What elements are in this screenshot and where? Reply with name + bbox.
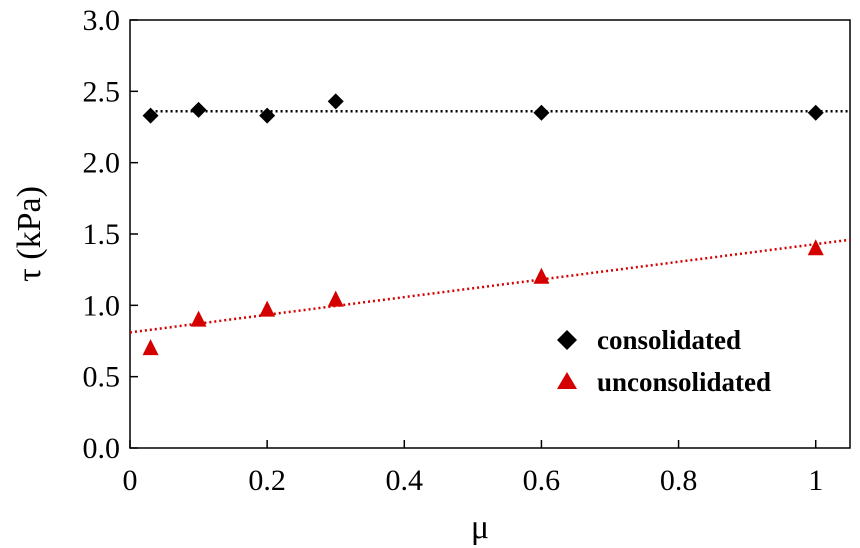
- point-unconsolidated: [259, 300, 276, 317]
- x-tick-label: 1: [808, 464, 823, 497]
- trendlines: [129, 110, 851, 334]
- legend: consolidated unconsolidated: [557, 325, 771, 397]
- point-unconsolidated: [190, 310, 207, 327]
- point-unconsolidated: [807, 239, 824, 256]
- point-consolidated: [807, 104, 824, 121]
- y-tick-label: 1.0: [83, 289, 121, 322]
- point-unconsolidated: [533, 267, 550, 284]
- trendline-unconsolidated: [129, 238, 851, 334]
- legend-label-consolidated: consolidated: [597, 325, 741, 355]
- point-unconsolidated: [327, 290, 344, 307]
- data-points: [142, 93, 824, 356]
- x-tick-label: 0.6: [523, 464, 561, 497]
- x-tick-label: 0.8: [660, 464, 698, 497]
- point-consolidated: [259, 107, 276, 124]
- point-consolidated: [190, 101, 207, 118]
- x-axis-label: μ: [471, 509, 489, 546]
- legend-marker-unconsolidated: [557, 372, 577, 389]
- x-tick-label: 0: [123, 464, 138, 497]
- legend-label-unconsolidated: unconsolidated: [597, 367, 771, 397]
- y-axis-label: τ (kPa): [11, 186, 48, 282]
- y-tick-label: 0.0: [83, 432, 121, 465]
- y-tick-label: 2.5: [83, 75, 121, 108]
- legend-marker-consolidated: [557, 330, 577, 350]
- y-tick-label: 1.5: [83, 218, 121, 251]
- y-tick-label: 0.5: [83, 361, 121, 394]
- point-consolidated: [327, 93, 344, 110]
- point-unconsolidated: [142, 339, 159, 356]
- point-consolidated: [142, 107, 159, 124]
- x-axis: 0 0.2 0.4 0.6 0.8 1: [123, 440, 823, 497]
- y-axis: 0.0 0.5 1.0 1.5 2.0 2.5 3.0: [83, 4, 138, 465]
- y-tick-label: 3.0: [83, 4, 121, 37]
- x-tick-label: 0.2: [248, 464, 286, 497]
- point-consolidated: [533, 104, 550, 121]
- y-tick-label: 2.0: [83, 147, 121, 180]
- x-tick-label: 0.4: [386, 464, 424, 497]
